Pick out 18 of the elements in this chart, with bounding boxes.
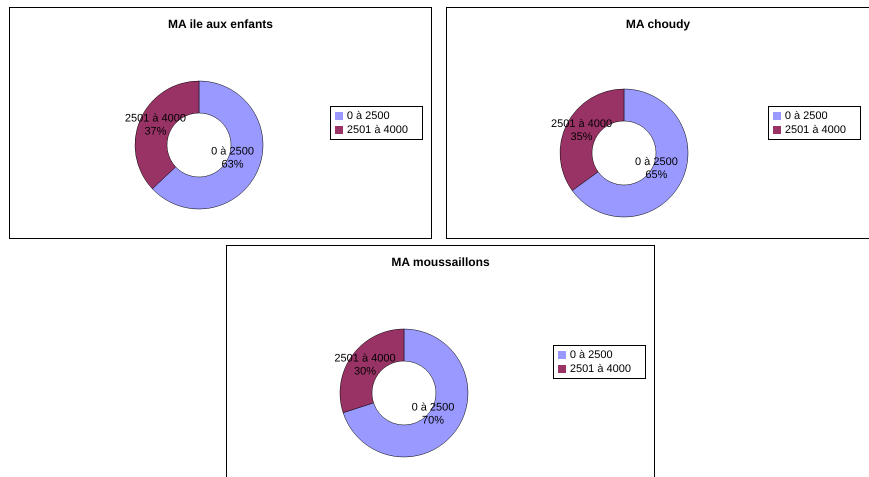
- legend-label: 0 à 2500: [346, 110, 390, 122]
- chart-title: MA choudy: [624, 17, 692, 31]
- slice-label: 0 à 2500: [635, 156, 678, 168]
- chart-title: MA moussaillons: [390, 255, 491, 269]
- legend-label: 2501 à 4000: [346, 124, 408, 136]
- data-label: 35%: [570, 130, 593, 143]
- data-label: 65%: [645, 169, 668, 182]
- data-label: 63%: [222, 158, 244, 171]
- slice-label: 0 à 2500: [412, 402, 454, 414]
- chart-title: MA ile aux enfants: [167, 17, 274, 31]
- legend-label: 2501 à 4000: [570, 363, 631, 375]
- data-label: 37%: [144, 125, 167, 138]
- data-label: 70%: [422, 414, 444, 427]
- legend-label: 2501 à 4000: [784, 124, 846, 136]
- legend-label: 0 à 2500: [784, 110, 828, 122]
- data-label: 30%: [354, 365, 376, 378]
- slice-label: 0 à 2500: [211, 146, 254, 158]
- legend-label: 0 à 2500: [570, 349, 613, 361]
